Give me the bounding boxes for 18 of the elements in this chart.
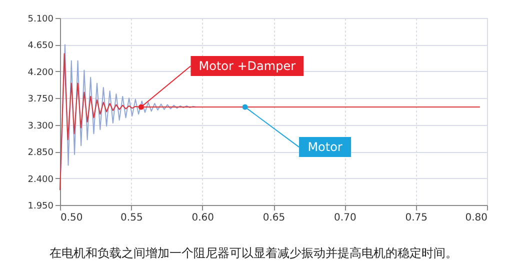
x-tick-label: 0.55: [120, 212, 143, 224]
y-tick-label: 3.750: [28, 94, 54, 105]
y-tick-label: 1.950: [28, 202, 54, 212]
x-tick-label: 0.50: [60, 212, 83, 224]
x-tick-label: 0.65: [262, 212, 286, 224]
annotation: Motor +Damper: [198, 59, 296, 74]
y-tick-label: 2.400: [28, 174, 54, 185]
x-tick-label: 0.80: [465, 212, 488, 224]
x-tick-label: 0.75: [405, 212, 428, 224]
y-tick-label: 4.200: [28, 68, 54, 78]
y-tick-label: 2.850: [28, 148, 54, 158]
text: 在电机和负载之间增加一个阻尼器可以显着减少振动并提高电机的稳定时间。: [50, 246, 458, 260]
annotation: Motor: [308, 140, 342, 154]
x-tick-label: 0.60: [192, 212, 214, 224]
y-tick-label: 4.650: [28, 41, 54, 52]
y-tick-label: 5.100: [28, 14, 54, 24]
x-tick-label: 0.70: [334, 212, 356, 224]
y-tick-label: 3.300: [28, 121, 54, 132]
